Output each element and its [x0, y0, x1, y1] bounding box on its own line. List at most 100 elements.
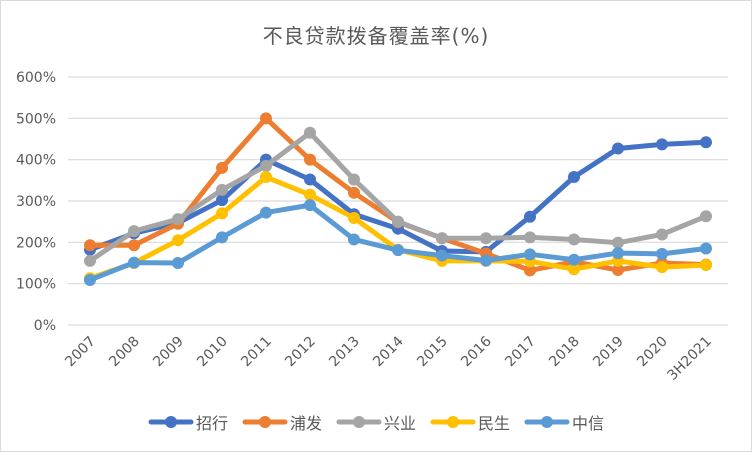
data-point — [700, 210, 712, 223]
legend-item: 兴业 — [336, 410, 416, 434]
y-tick-label: 400% — [16, 153, 56, 169]
data-point — [700, 259, 712, 272]
legend-swatch — [430, 416, 476, 428]
data-point — [348, 186, 360, 199]
y-axis-ticks: 0% 100% 200% 300% 400% 500% 600% — [16, 70, 56, 334]
data-point — [656, 228, 668, 241]
data-point — [612, 236, 624, 249]
x-tick-label: 3H2021 — [665, 334, 715, 384]
data-point — [348, 211, 360, 224]
legend-label: 民生 — [478, 414, 511, 433]
data-point — [348, 173, 360, 186]
data-point — [128, 225, 140, 238]
legend-item: 浦发 — [242, 410, 322, 434]
x-tick-label: 2013 — [326, 334, 363, 371]
x-tick-label: 2010 — [194, 334, 231, 371]
x-tick-label: 2019 — [590, 334, 627, 371]
data-point — [216, 207, 228, 220]
data-point — [84, 254, 96, 267]
x-tick-label: 2018 — [546, 334, 583, 371]
series-2 — [84, 126, 712, 267]
data-point — [656, 138, 668, 151]
data-point — [304, 153, 316, 166]
x-tick-label: 2015 — [414, 334, 451, 371]
data-point — [304, 199, 316, 212]
data-point — [216, 194, 228, 207]
data-point — [568, 171, 580, 184]
data-point — [172, 213, 184, 226]
data-point — [392, 215, 404, 228]
data-point — [304, 188, 316, 201]
data-point — [216, 183, 228, 196]
x-tick-label: 2009 — [150, 334, 187, 371]
legend-swatch — [242, 416, 288, 428]
legend-swatch — [524, 416, 570, 428]
legend-label: 中信 — [572, 414, 605, 433]
data-point — [260, 206, 272, 219]
y-tick-label: 300% — [16, 194, 56, 210]
data-point — [260, 112, 272, 125]
data-point — [172, 234, 184, 247]
data-point — [612, 264, 624, 277]
legend-label: 兴业 — [383, 414, 416, 433]
y-tick-label: 100% — [16, 277, 56, 293]
legend-item: 民生 — [430, 410, 510, 434]
data-point — [128, 256, 140, 269]
legend-item: 中信 — [524, 410, 604, 434]
data-point — [84, 273, 96, 286]
legend-swatch — [148, 416, 194, 428]
data-point — [260, 159, 272, 172]
x-axis-ticks: 2007 2008 2009 2010 2011 2012 2013 2014 2015 2016… — [62, 333, 715, 383]
data-point — [260, 171, 272, 184]
y-tick-label: 200% — [16, 235, 56, 251]
x-tick-label: 2017 — [502, 334, 539, 371]
data-point — [480, 254, 492, 267]
legend: 招行 浦发 兴业 民生 中信 — [0, 410, 752, 434]
series-4 — [84, 199, 712, 286]
y-tick-label: 500% — [16, 111, 56, 127]
data-point — [524, 210, 536, 223]
data-point — [524, 248, 536, 261]
data-point — [348, 233, 360, 246]
data-point — [612, 142, 624, 155]
data-point — [568, 233, 580, 246]
data-point — [700, 136, 712, 149]
data-point — [612, 247, 624, 260]
data-point — [128, 239, 140, 252]
data-point — [436, 249, 448, 262]
x-tick-label: 2012 — [282, 334, 319, 371]
data-point — [304, 126, 316, 139]
data-point — [216, 231, 228, 244]
x-tick-label: 2008 — [106, 334, 143, 371]
data-point — [216, 161, 228, 174]
data-point — [392, 244, 404, 257]
data-point — [524, 264, 536, 277]
data-point — [656, 247, 668, 260]
data-point — [172, 257, 184, 269]
x-tick-label: 2016 — [458, 333, 495, 370]
legend-item: 招行 — [148, 410, 228, 434]
data-point — [524, 231, 536, 244]
series-lines — [84, 112, 712, 286]
x-tick-label: 2020 — [634, 334, 671, 371]
x-tick-label: 2011 — [238, 334, 275, 371]
gridlines — [68, 76, 728, 326]
x-tick-label: 2007 — [62, 334, 99, 371]
data-point — [700, 242, 712, 255]
legend-label: 招行 — [195, 414, 228, 433]
y-tick-label: 0% — [34, 318, 56, 334]
y-tick-label: 600% — [16, 70, 56, 86]
data-point — [568, 263, 580, 276]
data-point — [480, 232, 492, 245]
data-point — [436, 232, 448, 245]
legend-label: 浦发 — [289, 414, 322, 433]
legend-swatch — [336, 416, 382, 428]
x-tick-label: 2014 — [370, 333, 407, 370]
data-point — [84, 239, 96, 252]
chart-title: 不良贷款拨备覆盖率(%) — [262, 24, 490, 48]
data-point — [304, 173, 316, 186]
data-point — [656, 261, 668, 274]
data-point — [568, 253, 580, 266]
